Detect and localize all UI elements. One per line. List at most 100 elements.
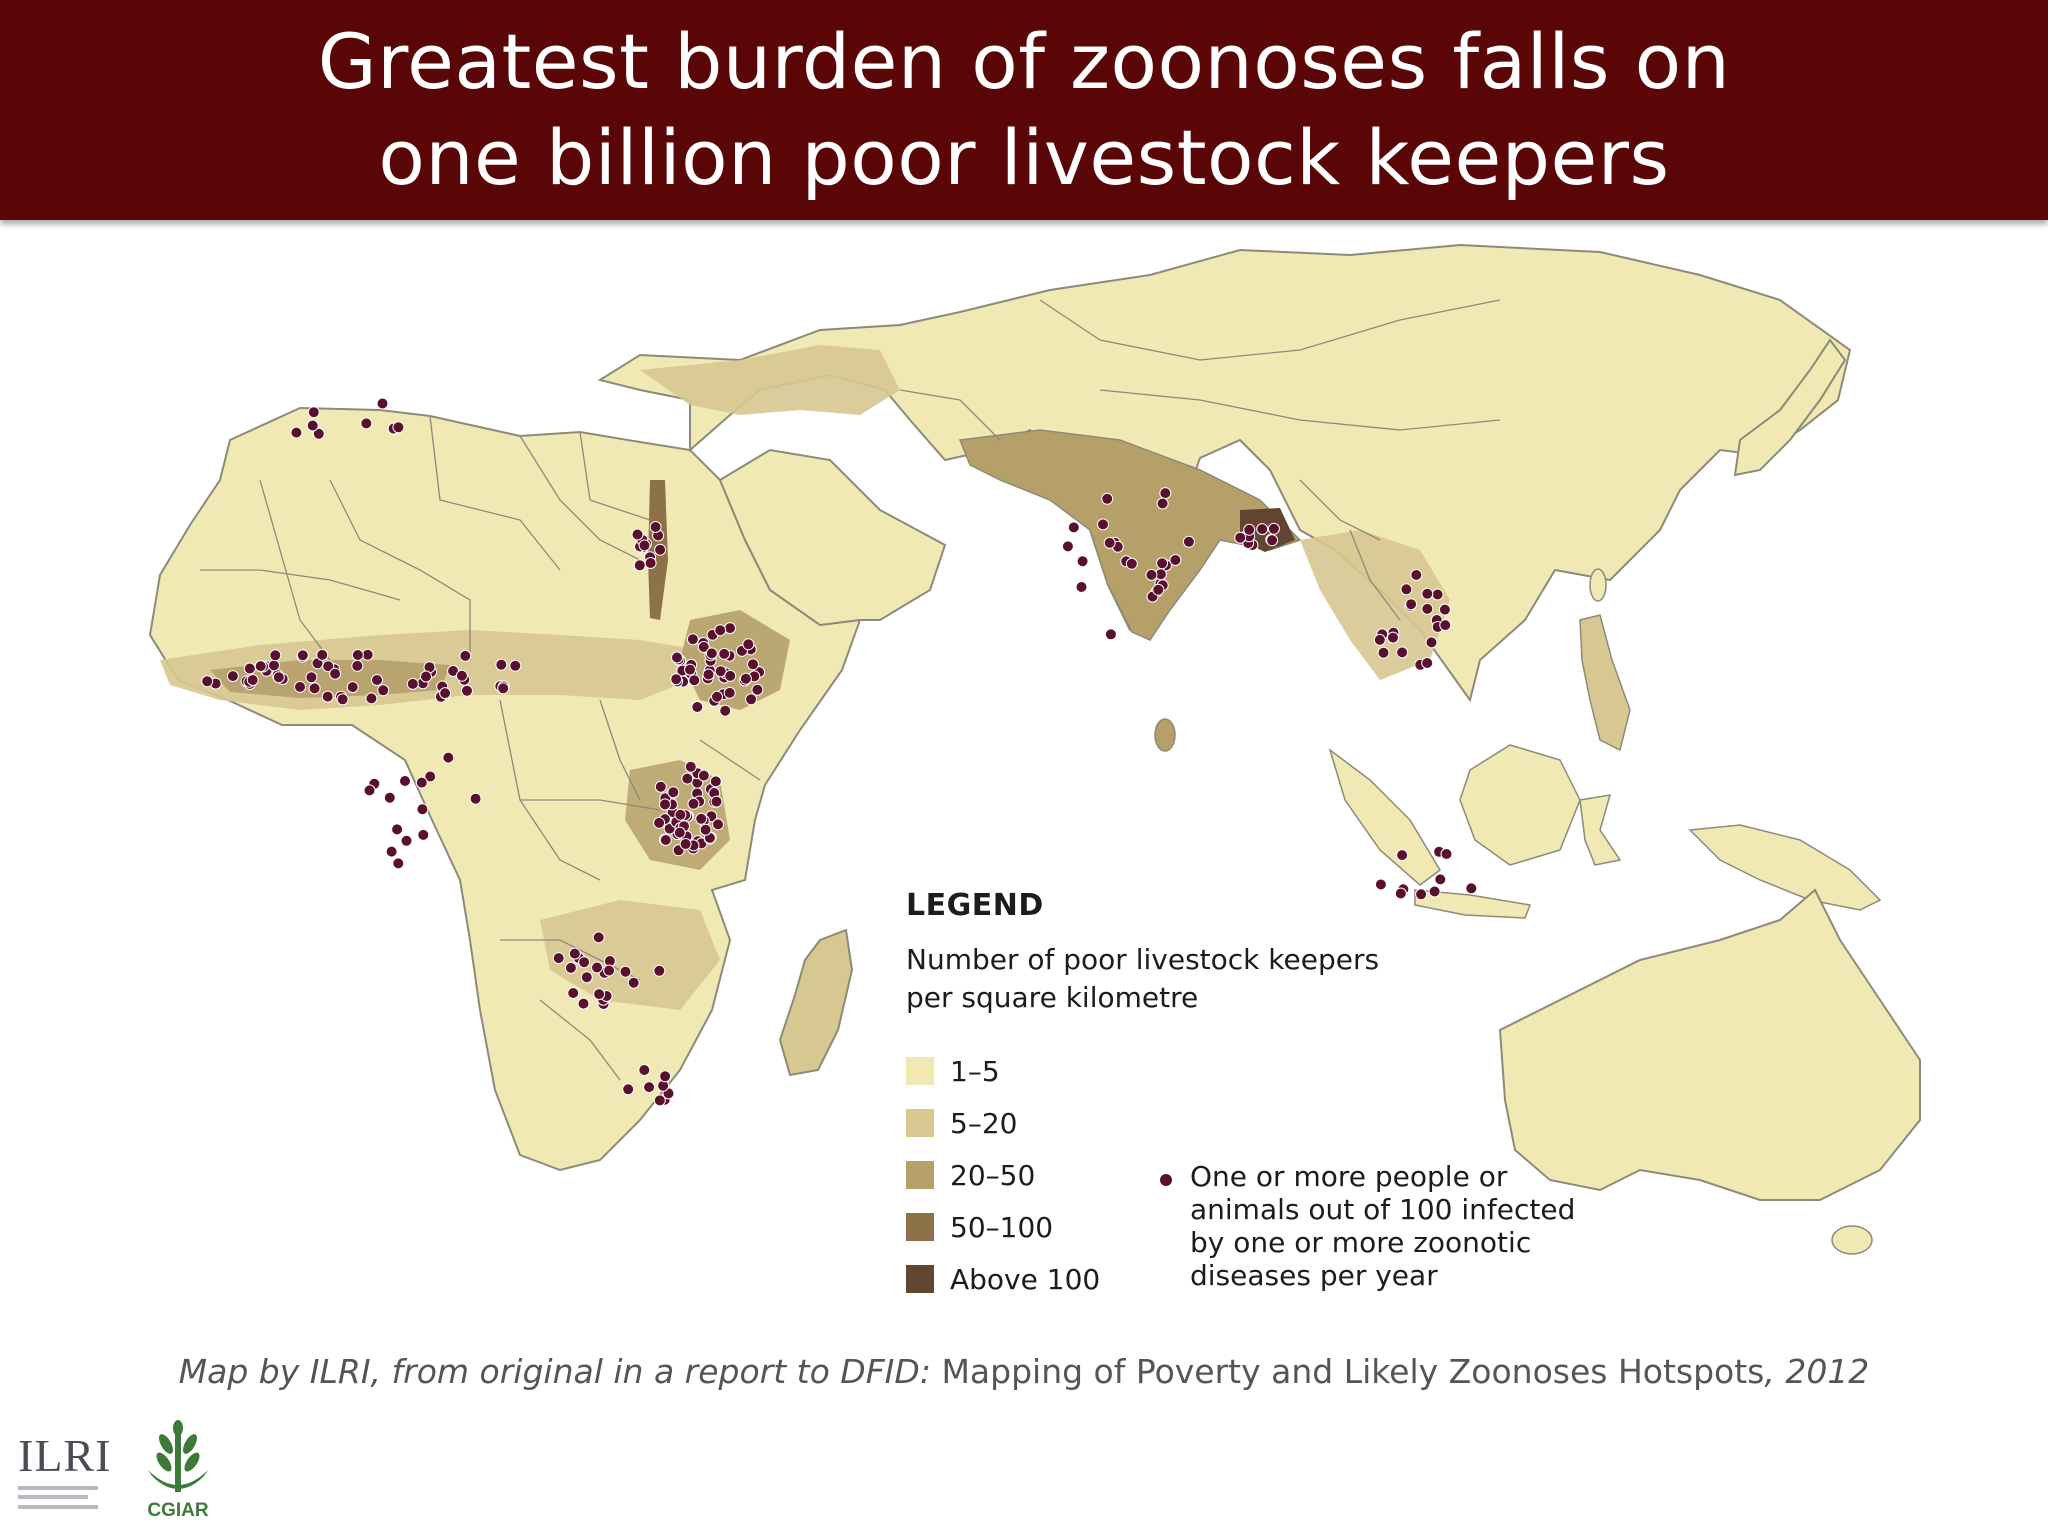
hotspot-dot	[383, 791, 396, 804]
hotspot-dot	[459, 649, 472, 662]
hotspot-dot	[1256, 523, 1269, 536]
hotspot-dot	[670, 673, 683, 686]
middle-east-density	[640, 345, 900, 415]
legend-swatch	[906, 1109, 934, 1137]
hotspot-dot	[745, 693, 758, 706]
hotspot-dot	[254, 660, 267, 673]
hotspot-dot	[552, 952, 565, 965]
hotspot-dot	[1156, 497, 1169, 510]
hotspot-dot	[714, 665, 727, 678]
legend-item-1-5: 1–5	[906, 1045, 1606, 1097]
hotspot-dot	[593, 988, 606, 1001]
hotspot-dot	[1415, 888, 1428, 901]
hotspot-dot	[1439, 619, 1452, 632]
map-canvas	[148, 243, 1921, 1255]
hotspot-dot	[627, 976, 640, 989]
hotspot-dot	[705, 647, 718, 660]
hotspot-dot	[376, 397, 389, 410]
hotspot-dot	[415, 776, 428, 789]
taiwan-landmass	[1589, 568, 1607, 602]
hotspot-dot	[201, 675, 214, 688]
legend-class-list: 1–5 5–20 20–50 50–100 Above 100	[906, 1045, 1606, 1305]
ilri-logo-fineprint	[18, 1495, 88, 1499]
hotspot-dot	[1152, 583, 1165, 596]
legend-dot-description: One or more people or animals out of 100…	[1190, 1160, 1576, 1292]
hotspot-dot	[718, 647, 731, 660]
hotspot-dot	[684, 663, 696, 676]
hotspot-dot	[577, 997, 590, 1010]
hotspot-dot	[336, 693, 349, 706]
hotspot-dot	[679, 838, 692, 850]
hotspot-dot	[633, 559, 646, 572]
hotspot-dot	[346, 681, 359, 694]
hotspot-dot	[691, 701, 704, 713]
hotspot-dot	[226, 670, 239, 683]
hotspot-dot	[1169, 554, 1182, 566]
hotspot-dot	[1104, 628, 1117, 641]
hotspot-dot	[673, 826, 686, 839]
hotspot-dot	[1410, 569, 1423, 581]
hotspot-dot	[603, 964, 616, 977]
hotspot-dot	[751, 683, 764, 696]
hotspot-dot	[321, 690, 334, 703]
hotspot-dot	[1097, 518, 1109, 531]
new-guinea-landmass	[1688, 824, 1882, 911]
hotspot-dot	[747, 658, 759, 671]
hotspot-dot	[699, 823, 712, 836]
hotspot-dot	[1267, 522, 1280, 535]
hotspot-dot	[580, 971, 593, 984]
hotspot-dot	[1440, 848, 1453, 860]
hotspot-dot	[351, 659, 364, 672]
hotspot-dot	[246, 674, 259, 686]
legend-subtitle: Number of poor livestock keepers per squ…	[906, 943, 1380, 1014]
hotspot-dot	[684, 760, 697, 773]
hotspot-dot	[243, 662, 256, 675]
legend-label: Above 100	[950, 1262, 1101, 1296]
hotspot-dot	[653, 1094, 666, 1107]
legend-swatch	[906, 1161, 934, 1189]
hotspot-dot	[653, 816, 666, 829]
hotspot-dot	[1076, 555, 1089, 568]
ilri-logo: ILRI	[18, 1432, 110, 1522]
map-legend: LEGEND Number of poor livestock keepers …	[906, 888, 1606, 1305]
zoonoses-hotspot-dots	[201, 397, 1478, 1107]
hotspot-dot	[420, 670, 432, 683]
hotspot-dot	[1428, 885, 1441, 898]
caption-source: Map by ILRI, from original in a report t…	[178, 1352, 942, 1391]
ilri-logo-fineprint	[18, 1486, 98, 1490]
hotspot-dot	[711, 690, 723, 703]
hotspot-dot	[714, 624, 727, 637]
java-landmass	[1414, 889, 1532, 919]
hotspot-dot	[312, 427, 325, 440]
hotspot-dot	[306, 419, 319, 432]
hotspot-dot	[329, 667, 342, 680]
hotspot-dot	[495, 658, 508, 671]
hotspot-dot	[695, 812, 708, 825]
hotspot-dot	[417, 828, 430, 841]
hotspot-dot	[681, 772, 694, 785]
southeast-asia-density	[1300, 530, 1450, 680]
hotspot-dot	[497, 682, 510, 695]
hotspot-dot	[469, 792, 482, 805]
legend-item-above-100: Above 100	[906, 1253, 1606, 1305]
cgiar-logo: CGIAR	[128, 1420, 228, 1530]
hotspot-dot	[1234, 531, 1247, 544]
caption-report-title: Mapping of Poverty and Likely Zoonoses H…	[941, 1352, 1765, 1391]
hotspot-dot	[643, 1081, 656, 1094]
hotspot-dot	[268, 659, 280, 672]
hotspot-dot	[687, 797, 700, 810]
hotspot-dot	[424, 770, 437, 783]
borneo-landmass	[1459, 744, 1581, 866]
hotspot-dot	[688, 674, 701, 687]
hotspot-dot	[644, 557, 657, 569]
slide-title-line-1: Greatest burden of zoonoses falls on	[317, 17, 1731, 106]
hotspot-dot	[567, 987, 580, 999]
cgiar-logo-text: CGIAR	[147, 1500, 209, 1521]
hotspot-dot	[308, 682, 321, 695]
hotspot-dot	[1145, 568, 1158, 581]
hotspot-dot	[1182, 535, 1195, 548]
sumatra-landmass	[1328, 748, 1441, 886]
hotspot-dot	[296, 649, 309, 662]
hotspot-dot	[739, 672, 752, 685]
hotspot-dot	[1125, 557, 1138, 570]
